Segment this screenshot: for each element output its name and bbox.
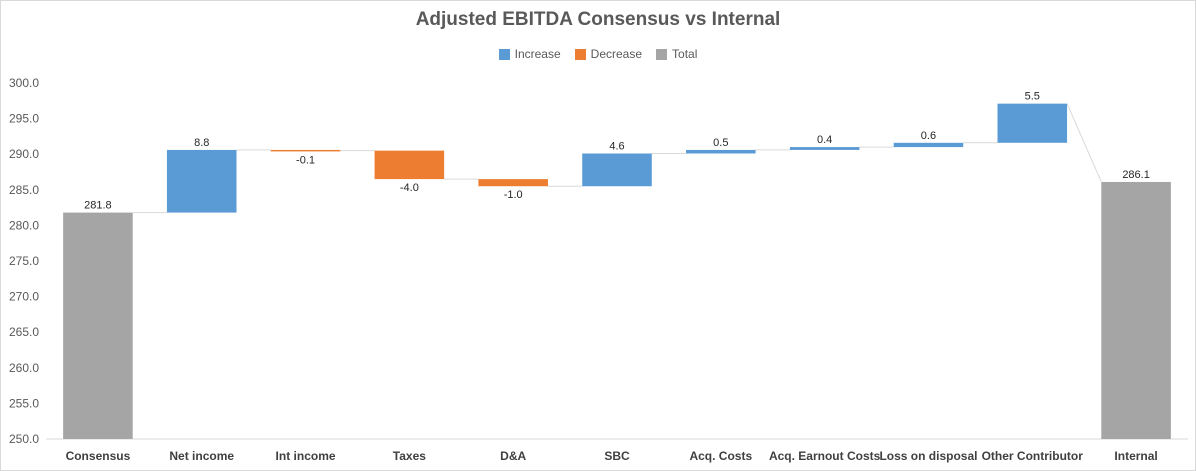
data-label: 0.6 xyxy=(921,130,936,142)
category-label: Internal xyxy=(1114,449,1157,463)
legend-entry-increase: Increase xyxy=(498,47,561,61)
bar-increase xyxy=(686,149,756,154)
data-label: 5.5 xyxy=(1025,91,1040,103)
y-tick-label: 280.0 xyxy=(9,218,39,232)
category-label: Loss on disposal xyxy=(879,449,977,463)
category-label: Int income xyxy=(276,449,336,463)
y-tick-label: 255.0 xyxy=(9,396,39,410)
legend: Increase Decrease Total xyxy=(1,47,1195,61)
bar-decrease xyxy=(270,149,341,152)
bar-total xyxy=(1101,181,1171,439)
data-label: -4.0 xyxy=(400,182,419,194)
category-label: D&A xyxy=(500,449,526,463)
y-tick-label: 290.0 xyxy=(9,147,39,161)
legend-entry-total: Total xyxy=(656,47,697,61)
connector-line xyxy=(1066,103,1102,183)
data-label: 281.8 xyxy=(84,200,112,212)
y-tick-label: 285.0 xyxy=(9,183,39,197)
legend-swatch-increase xyxy=(498,48,510,60)
category-label: Net income xyxy=(169,449,234,463)
y-tick-label: 300.0 xyxy=(9,76,39,90)
legend-label-increase: Increase xyxy=(514,47,561,61)
bar-increase xyxy=(893,142,964,148)
legend-swatch-decrease xyxy=(574,48,586,60)
category-label: SBC xyxy=(604,449,630,463)
legend-label-total: Total xyxy=(672,47,698,61)
data-label: -1.0 xyxy=(504,189,523,201)
category-label: Taxes xyxy=(393,449,426,463)
y-tick-label: 265.0 xyxy=(9,325,39,339)
category-label: Acq. Earnout Costs xyxy=(769,449,881,463)
legend-entry-decrease: Decrease xyxy=(574,47,643,61)
category-label: Other Contributor xyxy=(982,449,1084,463)
legend-swatch-total xyxy=(656,48,668,60)
data-label: 286.1 xyxy=(1122,169,1150,181)
bar-increase xyxy=(166,149,237,213)
y-tick-label: 270.0 xyxy=(9,290,39,304)
category-label: Acq. Costs xyxy=(689,449,752,463)
data-label: 0.4 xyxy=(817,134,832,146)
category-label: Consensus xyxy=(66,449,131,463)
bar-decrease xyxy=(374,150,445,180)
data-label: -0.1 xyxy=(296,154,315,166)
data-label: 0.5 xyxy=(713,137,728,149)
y-tick-label: 295.0 xyxy=(9,112,39,126)
bar-increase xyxy=(997,103,1068,143)
bar-total xyxy=(63,212,133,439)
y-tick-label: 250.0 xyxy=(9,432,39,446)
bar-increase xyxy=(789,147,860,150)
bar-increase xyxy=(582,153,652,187)
chart-title: Adjusted EBITDA Consensus vs Internal xyxy=(415,9,781,30)
y-tick-label: 275.0 xyxy=(9,254,39,268)
bar-decrease xyxy=(478,179,548,187)
data-label: 8.8 xyxy=(194,137,209,149)
legend-label-decrease: Decrease xyxy=(590,47,643,61)
y-tick-label: 260.0 xyxy=(9,361,39,375)
data-label: 4.6 xyxy=(609,140,624,152)
